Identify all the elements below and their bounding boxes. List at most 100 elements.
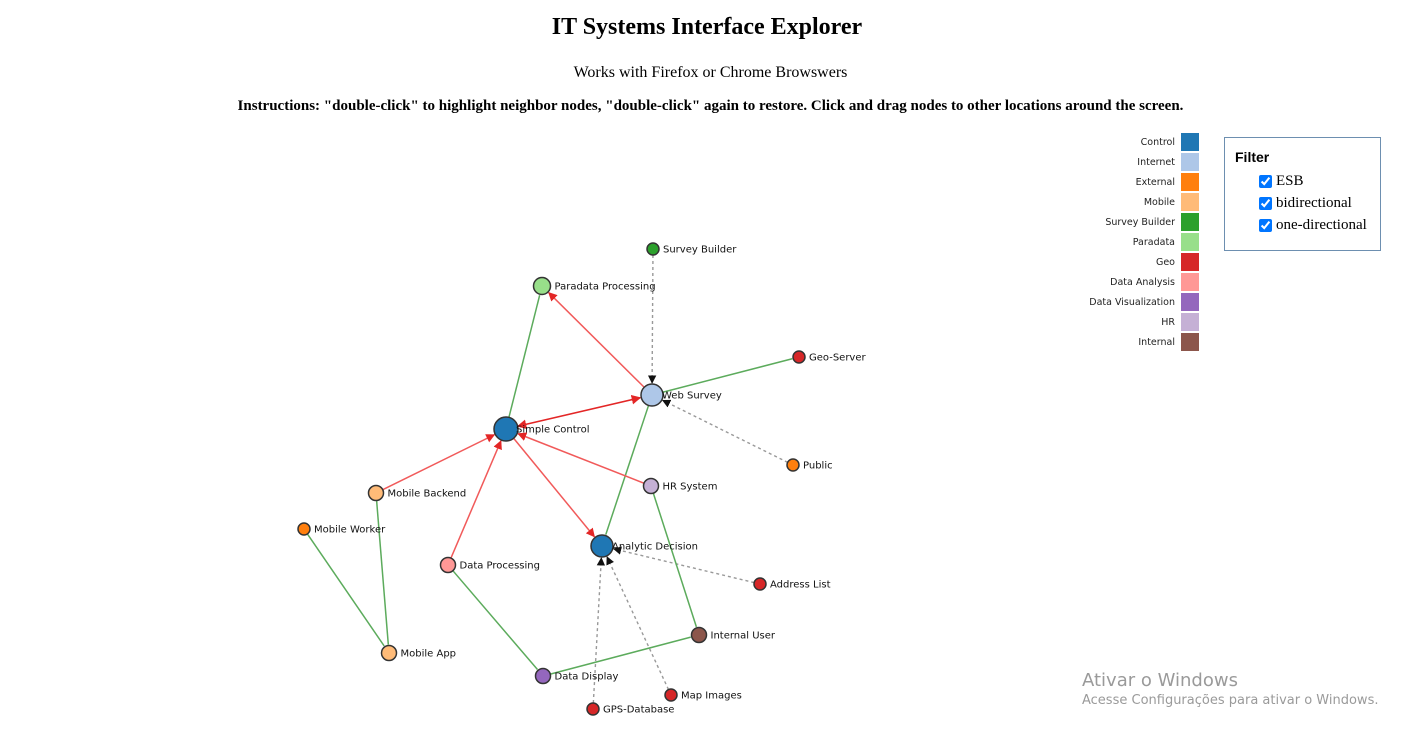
node-circle-analytic-decision[interactable] [590, 534, 614, 558]
legend-item-mobile: Mobile [1144, 193, 1199, 211]
node-web-survey[interactable]: Web Survey [640, 383, 722, 407]
filter-checkbox-bidirectional[interactable] [1259, 196, 1272, 210]
filter-option-one-directional[interactable]: one-directional [1259, 216, 1367, 234]
node-internal-user[interactable]: Internal User [690, 626, 776, 644]
filter-checkbox-one-directional[interactable] [1259, 218, 1272, 232]
node-map-images[interactable]: Map Images [664, 688, 742, 702]
node-survey-builder[interactable]: Survey Builder [646, 242, 737, 256]
node-hr-system[interactable]: HR System [642, 477, 718, 495]
node-label-mobile-backend: Mobile Backend [388, 489, 467, 500]
node-circle-geo-server[interactable] [792, 350, 806, 364]
link-mobile-backend-to-mobile-app [375, 500, 390, 645]
legend-item-geo: Geo [1156, 253, 1199, 271]
node-label-paradata-processing: Paradata Processing [555, 282, 656, 293]
node-circle-data-processing[interactable] [439, 556, 457, 574]
node-label-mobile-app: Mobile App [401, 649, 457, 660]
node-label-address-list: Address List [770, 580, 831, 591]
node-circle-address-list[interactable] [753, 577, 767, 591]
node-simple-control[interactable]: Simple Control [493, 416, 589, 442]
node-gps-database[interactable]: GPS-Database [586, 702, 674, 716]
legend-item-external: External [1136, 173, 1199, 191]
link-data-processing-to-data-display [452, 570, 539, 671]
node-geo-server[interactable]: Geo-Server [792, 350, 866, 364]
node-circle-mobile-worker[interactable] [297, 522, 311, 536]
node-label-web-survey: Web Survey [662, 391, 722, 402]
nodes-layer: Survey Builder Paradata Processing Geo-Ser… [297, 242, 866, 716]
node-circle-mobile-backend[interactable] [367, 484, 385, 502]
link-map-images-to-analytic-decision [606, 556, 670, 690]
filter-label-bidirectional: bidirectional [1276, 194, 1352, 211]
filter-label-one-directional: one-directional [1276, 216, 1367, 233]
watermark-subtitle: Acesse Configurações para ativar o Windo… [1082, 693, 1379, 708]
node-circle-web-survey[interactable] [640, 383, 664, 407]
node-circle-internal-user[interactable] [690, 626, 708, 644]
link-mobile-backend-to-simple-control [382, 434, 496, 491]
filter-panel: Filter ESB bidirectional one-directional [1224, 137, 1381, 251]
legend-swatch [1181, 333, 1199, 351]
node-label-analytic-decision: Analytic Decision [612, 542, 698, 553]
legend-swatch [1181, 313, 1199, 331]
page-instructions: Instructions: "double-click" to highligh… [237, 98, 1184, 114]
legend-label: Paradata [1133, 237, 1175, 248]
page-subtitle: Works with Firefox or Chrome Browswers [573, 64, 848, 81]
legend-swatch [1181, 233, 1199, 251]
link-mobile-worker-to-mobile-app [306, 533, 385, 647]
legend-item-control: Control [1141, 133, 1199, 151]
node-circle-paradata-processing[interactable] [532, 276, 552, 296]
legend-label: Internet [1137, 157, 1175, 168]
link-data-processing-to-simple-control [450, 440, 502, 559]
legend-swatch [1181, 253, 1199, 271]
legend-label: HR [1161, 317, 1175, 328]
node-data-processing[interactable]: Data Processing [439, 556, 540, 574]
filter-option-esb[interactable]: ESB [1259, 172, 1304, 190]
node-circle-survey-builder[interactable] [646, 242, 660, 256]
node-circle-simple-control[interactable] [493, 416, 519, 442]
node-mobile-app[interactable]: Mobile App [380, 644, 457, 662]
node-label-geo-server: Geo-Server [809, 353, 866, 364]
node-circle-public[interactable] [786, 458, 800, 472]
node-circle-data-display[interactable] [534, 667, 552, 685]
link-simple-control-to-web-survey [516, 395, 642, 429]
legend-swatch [1181, 293, 1199, 311]
legend-swatch [1181, 153, 1199, 171]
legend-label: External [1136, 177, 1175, 188]
legend-item-internal: Internal [1138, 333, 1199, 351]
node-address-list[interactable]: Address List [753, 577, 831, 591]
node-paradata-processing[interactable]: Paradata Processing [532, 276, 656, 296]
link-simple-control-to-analytic-decision [513, 437, 595, 538]
links-layer [306, 254, 793, 704]
legend-label: Control [1141, 137, 1175, 148]
legend: Control Internet External Mobile Survey Buil… [1089, 133, 1199, 351]
legend-label: Data Analysis [1110, 277, 1175, 288]
legend-item-paradata: Paradata [1133, 233, 1199, 251]
legend-label: Survey Builder [1105, 217, 1175, 228]
filter-label-esb: ESB [1276, 172, 1304, 189]
node-circle-gps-database[interactable] [586, 702, 600, 716]
link-data-display-to-internal-user [550, 636, 691, 675]
node-circle-map-images[interactable] [664, 688, 678, 702]
page-title: IT Systems Interface Explorer [551, 14, 863, 40]
node-circle-hr-system[interactable] [642, 477, 660, 495]
node-label-simple-control: Simple Control [516, 425, 589, 436]
legend-swatch [1181, 133, 1199, 151]
filter-title: Filter [1235, 149, 1270, 165]
node-data-display[interactable]: Data Display [534, 667, 619, 685]
link-survey-builder-to-web-survey [647, 254, 657, 384]
filter-option-bidirectional[interactable]: bidirectional [1259, 194, 1352, 212]
link-web-survey-to-paradata-processing [548, 292, 645, 388]
filter-checkbox-esb[interactable] [1259, 174, 1272, 188]
link-hr-system-to-simple-control [517, 432, 645, 484]
node-label-public: Public [803, 461, 833, 472]
legend-swatch [1181, 193, 1199, 211]
legend-swatch [1181, 273, 1199, 291]
node-circle-mobile-app[interactable] [380, 644, 398, 662]
legend-label: Data Visualization [1089, 297, 1175, 308]
node-mobile-backend[interactable]: Mobile Backend [367, 484, 467, 502]
node-analytic-decision[interactable]: Analytic Decision [590, 534, 698, 558]
node-label-data-display: Data Display [555, 672, 619, 683]
link-hr-system-to-internal-user [652, 492, 698, 628]
node-mobile-worker[interactable]: Mobile Worker [297, 522, 386, 536]
node-public[interactable]: Public [786, 458, 833, 472]
legend-item-data-visualization: Data Visualization [1089, 293, 1199, 311]
